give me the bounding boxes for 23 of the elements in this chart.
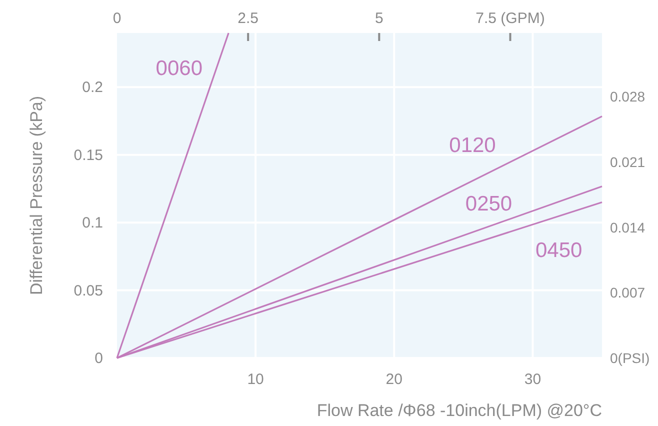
y-tick-label: 0.05 xyxy=(74,282,103,300)
y2-tick-label: 0.028 xyxy=(610,88,646,105)
x2-tick-label: 5 xyxy=(374,10,384,27)
series-label: 0060 xyxy=(156,57,203,80)
x2-tick-label: 7.5 (GPM) xyxy=(476,10,545,27)
y-axis-title: Differential Pressure (kPa) xyxy=(27,96,46,296)
x-tick-label: 20 xyxy=(386,371,402,388)
y2-tick-label: 0(PSI) xyxy=(610,350,650,366)
y-tick-label: 0.2 xyxy=(82,79,103,96)
y-tick-label: 0.1 xyxy=(82,214,103,232)
x2-tick-label: 2.5 xyxy=(238,10,259,27)
y2-tick-label: 0.021 xyxy=(610,154,646,170)
x-axis-title: Flow Rate /Φ68 -10inch(LPM) @20°C xyxy=(316,401,602,420)
x-tick-label: 30 xyxy=(524,371,542,388)
y2-tick-label: 0.007 xyxy=(610,284,646,301)
x-tick-label: 10 xyxy=(247,371,264,388)
x2-tick-label: 0 xyxy=(112,10,122,27)
series-label: 0250 xyxy=(465,192,512,216)
series-label: 0450 xyxy=(535,239,582,262)
series-label: 0120 xyxy=(449,134,496,157)
y-tick-label: 0 xyxy=(94,350,103,367)
y-tick-label: 0.15 xyxy=(74,146,103,164)
y2-tick-label: 0.014 xyxy=(610,219,646,236)
